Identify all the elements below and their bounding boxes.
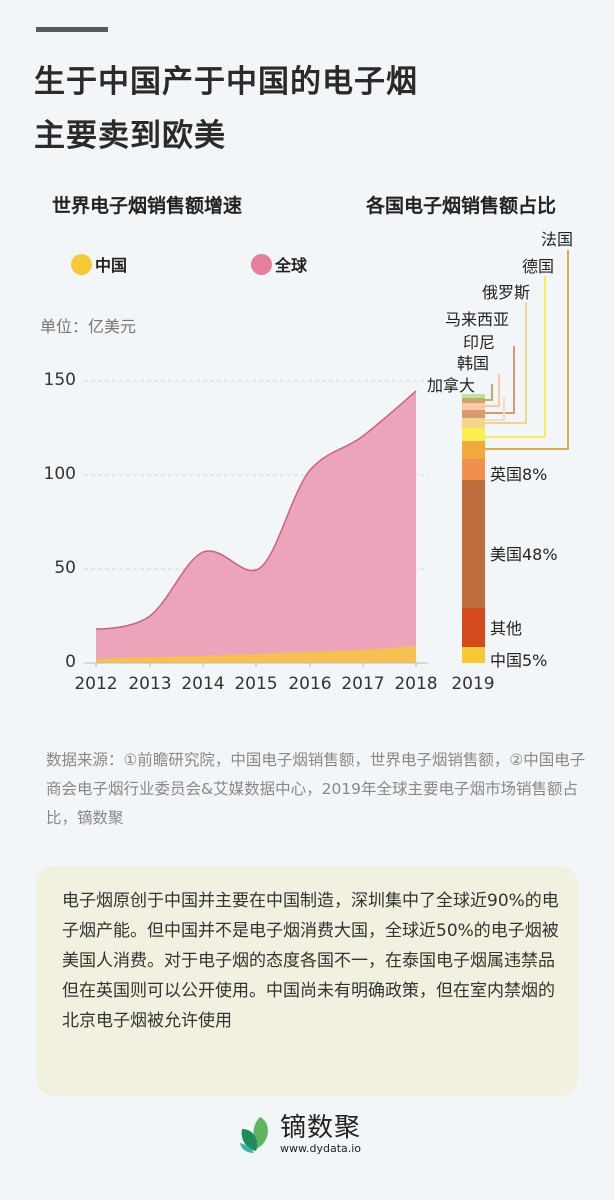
legend-global-label: 全球 [275, 256, 308, 275]
gridlines [84, 380, 428, 570]
title-accent-bar [36, 27, 108, 32]
sales-area-chart [84, 250, 569, 667]
data-source: 数据来源：①前瞻研究院，中国电子烟销售额，世界电子烟销售额，②中国电子商会电子烟… [46, 751, 586, 827]
page-title-line2: 主要卖到欧美 [34, 118, 226, 154]
x-tick-2015: 2015 [234, 674, 278, 694]
callout-canada: 加拿大 [427, 376, 476, 395]
x-tick-2014: 2014 [181, 674, 225, 694]
note-box: 电子烟原创于中国并主要在中国制造，深圳集中了全球近90%的电子烟产能。但中国并不… [36, 866, 578, 1096]
label-other: 其他 [490, 619, 523, 638]
label-china: 中国5% [490, 651, 548, 670]
global-dot-icon [251, 253, 272, 275]
y-tick-0: 0 [65, 652, 76, 672]
legend-china: 中国 [71, 252, 127, 276]
note-text: 电子烟原创于中国并主要在中国制造，深圳集中了全球近90%的电子烟产能。但中国并不… [62, 891, 559, 1031]
global-line [95, 390, 417, 630]
callout-korea: 韩国 [457, 354, 490, 373]
brand-url: www.dydata.io [280, 1142, 362, 1155]
x-tick-2016: 2016 [288, 674, 332, 694]
y-tick-50: 50 [54, 558, 76, 578]
callout-germany: 德国 [522, 257, 555, 276]
legend-global: 全球 [251, 252, 307, 276]
legend-china-label: 中国 [95, 256, 128, 275]
brand-name: 镝数聚 [280, 1113, 362, 1143]
callout-france: 法国 [541, 230, 574, 249]
china-dot-icon [71, 253, 92, 275]
callout-indonesia: 印尼 [463, 333, 496, 352]
page-title-line1: 生于中国产于中国的电子烟 [34, 64, 418, 100]
x-tick-2018: 2018 [394, 674, 438, 694]
callout-connectors [485, 250, 569, 450]
footer-logo: 镝数聚 www.dydata.io [238, 1114, 361, 1155]
callout-russia: 俄罗斯 [482, 283, 531, 302]
unit-label: 单位：亿美元 [40, 317, 137, 336]
x-tick-2019: 2019 [451, 674, 495, 694]
y-tick-150: 150 [43, 370, 76, 390]
callout-malaysia: 马来西亚 [445, 310, 510, 329]
right-chart-subtitle: 各国电子烟销售额占比 [366, 195, 557, 217]
y-tick-100: 100 [43, 464, 76, 484]
x-tick-2013: 2013 [128, 674, 172, 694]
china-area [96, 646, 416, 663]
global-area [96, 391, 416, 663]
x-tick-2017: 2017 [341, 674, 385, 694]
x-tick-2012: 2012 [74, 674, 118, 694]
stacked-bar-2019 [462, 394, 485, 663]
label-uk: 英国8% [490, 465, 548, 484]
label-usa: 美国48% [490, 545, 558, 564]
left-chart-subtitle: 世界电子烟销售额增速 [52, 195, 243, 217]
leaf-logo-icon [240, 1116, 268, 1153]
